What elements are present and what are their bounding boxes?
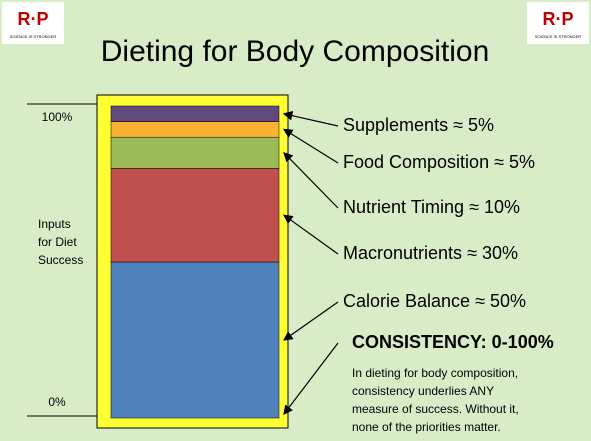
logo-text: SCIENCE IS STRONGER	[535, 34, 582, 39]
logo: R·P SCIENCE IS STRONGER	[2, 2, 64, 44]
svg-text:R·P: R·P	[543, 9, 574, 29]
note: In dieting for body composition,	[352, 366, 518, 380]
segment-label: Nutrient Timing ≈ 10%	[343, 197, 520, 217]
y-tick-label: 100%	[42, 110, 73, 124]
value-label: ≈ 5%	[453, 115, 494, 135]
y-label: Success	[38, 253, 83, 267]
bar-segment	[110, 136, 280, 169]
note: none of the priorities matter.	[352, 420, 501, 434]
series-name: Food Composition	[343, 152, 489, 172]
svg-text:R·P: R·P	[18, 9, 49, 29]
y-label: Inputs	[38, 217, 71, 231]
bar-segment	[110, 168, 280, 263]
bar-segment	[110, 261, 280, 419]
value-label: ≈ 10%	[469, 197, 520, 217]
series-name: Nutrient Timing	[343, 197, 464, 217]
y-label: for Diet	[38, 235, 77, 249]
bar-segment	[110, 121, 280, 138]
value-label: ≈ 5%	[494, 152, 535, 172]
value-label: ≈ 30%	[467, 243, 518, 263]
series-name: Macronutrients	[343, 243, 462, 263]
bar-segment	[110, 105, 280, 122]
series-name: Supplements	[343, 115, 448, 135]
value-label: ≈ 50%	[475, 291, 526, 311]
y-tick-label: 0%	[48, 395, 66, 409]
arrow	[283, 214, 339, 255]
logo: R·P SCIENCE IS STRONGER	[527, 2, 589, 44]
note: measure of success. Without it,	[352, 402, 519, 416]
arrow	[283, 342, 339, 415]
arrow	[283, 301, 339, 341]
note: consistency underlies ANY	[352, 384, 494, 398]
emphasis: CONSISTENCY: 0-100%	[352, 332, 554, 352]
segment-label: Macronutrients ≈ 30%	[343, 243, 518, 263]
logo-text: SCIENCE IS STRONGER	[10, 34, 57, 39]
segment-label: Calorie Balance ≈ 50%	[343, 291, 526, 311]
chart-title: Dieting for Body Composition	[101, 35, 490, 68]
segment-label: Supplements ≈ 5%	[343, 115, 494, 135]
series-name: Calorie Balance	[343, 291, 470, 311]
arrow	[282, 110, 339, 127]
segment-label: Food Composition ≈ 5%	[343, 152, 535, 172]
arrow	[283, 151, 339, 209]
arrow	[282, 128, 339, 164]
